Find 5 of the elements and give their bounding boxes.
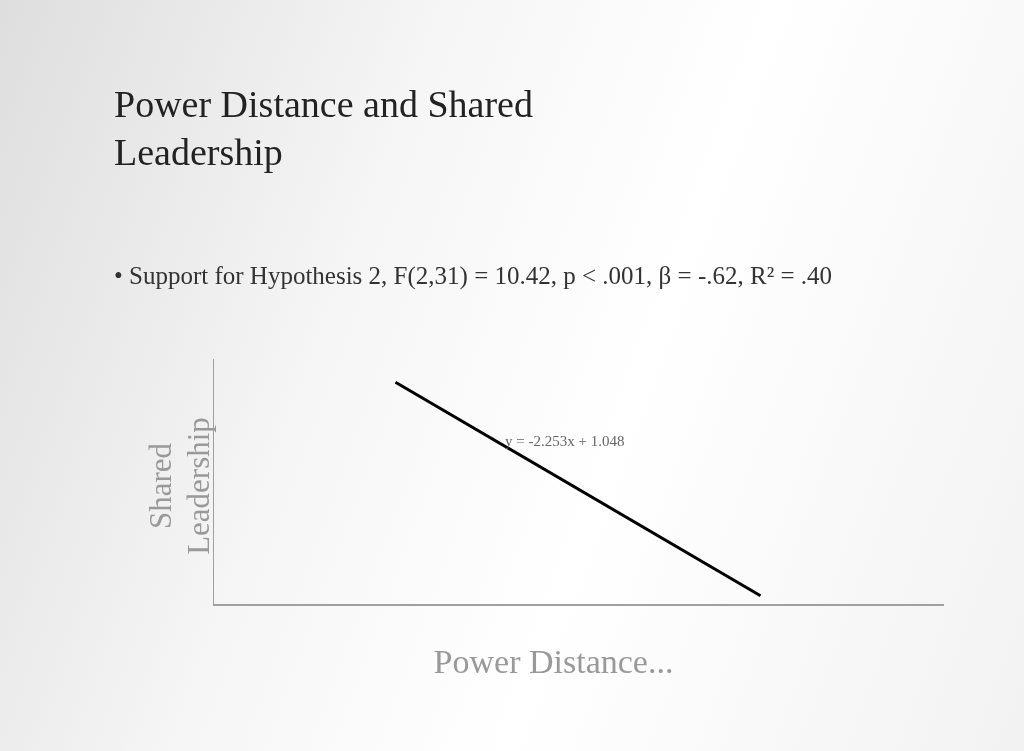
- chart-title: Power Distance and Shared Leadership: [114, 82, 534, 175]
- chart-subtitle: • Support for Hypothesis 2, F(2,31) = 10.42, p < .001, β = -.62, R² = .40: [114, 262, 833, 290]
- annotation: y = -2.253x + 1.048: [505, 432, 625, 449]
- x-axis-title: Power Distance...: [432, 643, 675, 681]
- y-axis-title: Shared Leadership: [142, 416, 217, 557]
